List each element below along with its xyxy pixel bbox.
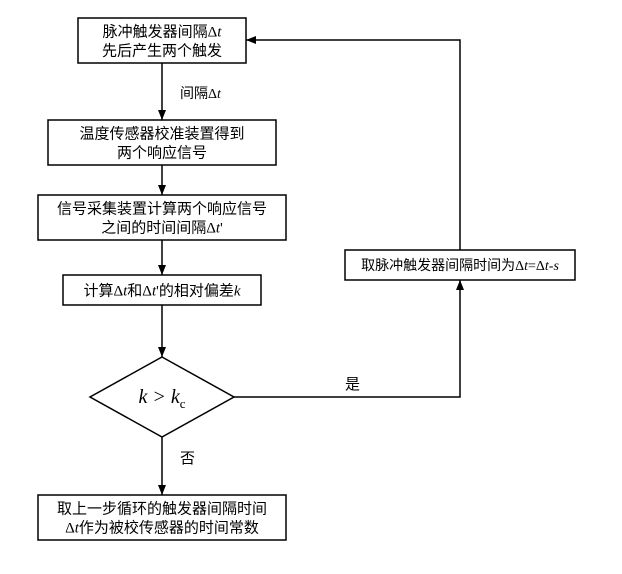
box-b4: 计算Δt和Δt'的相对偏差k [63, 275, 261, 305]
box-b3: 信号采集装置计算两个响应信号之间的时间间隔Δt' [38, 195, 286, 240]
edge-label-no: 否 [180, 451, 195, 467]
box-bR-line-0: 取脉冲触发器间隔时间为Δt=Δt-s [361, 258, 559, 274]
box-b1-line-1: 先后产生两个触发 [102, 42, 222, 59]
box-b5: 取上一步循环的触发器间隔时间 Δt作为被校传感器的时间常数 [38, 495, 286, 540]
box-b3-line-1: 之间的时间间隔Δt' [101, 219, 223, 236]
box-b1-line-0: 脉冲触发器间隔Δt [103, 23, 223, 40]
edge-label-yes: 是 [345, 377, 360, 393]
box-b3-line-0: 信号采集装置计算两个响应信号 [57, 199, 267, 217]
box-b1: 脉冲触发器间隔Δt 先后产生两个触发 [78, 18, 246, 63]
box-bR: 取脉冲触发器间隔时间为Δt=Δt-s [345, 250, 575, 280]
box-b5-line-0: 取上一步循环的触发器间隔时间 [57, 500, 267, 517]
box-b4-line-0: 计算Δt和Δt'的相对偏差k [83, 281, 240, 299]
decision-text: k > kc [138, 386, 185, 411]
edge-label-gap: 间隔Δt [180, 86, 222, 102]
arrow-2 [158, 240, 166, 275]
arrow-0 [158, 63, 166, 120]
arrow-4 [158, 437, 166, 495]
box-b2-line-1: 两个响应信号 [117, 143, 207, 161]
box-b5-line-1: Δt作为被校传感器的时间常数 [65, 519, 259, 536]
arrow-3 [158, 305, 166, 357]
decision-diamond: k > kc [90, 357, 234, 437]
arrow-1 [158, 165, 166, 195]
box-b2-line-0: 温度传感器校准装置得到 [79, 125, 244, 142]
box-b2: 温度传感器校准装置得到两个响应信号 [48, 120, 276, 165]
flowchart-canvas: 脉冲触发器间隔Δt先后产生两个触发温度传感器校准装置得到两个响应信号信号采集装置… [0, 0, 622, 574]
